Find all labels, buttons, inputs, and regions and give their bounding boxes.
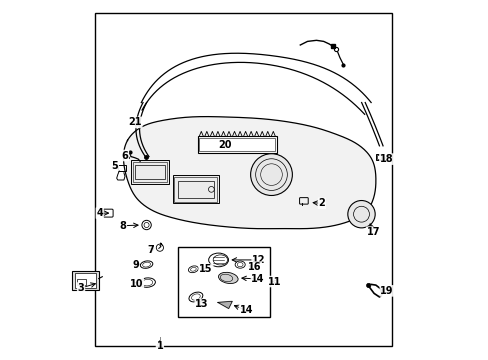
Text: 6: 6: [122, 150, 128, 161]
Text: 12: 12: [252, 255, 265, 265]
Ellipse shape: [218, 272, 238, 284]
Text: 9: 9: [132, 260, 139, 270]
Text: 11: 11: [268, 276, 281, 287]
Text: 10: 10: [129, 279, 143, 289]
Bar: [77, 279, 86, 285]
Bar: [377, 155, 380, 159]
Bar: [172, 175, 219, 203]
Circle shape: [347, 201, 374, 228]
Text: 2: 2: [318, 198, 325, 208]
Bar: [174, 177, 217, 202]
Text: 7: 7: [147, 245, 154, 255]
Bar: [135, 165, 164, 179]
Text: 13: 13: [195, 299, 208, 309]
Text: 14: 14: [239, 305, 252, 315]
Text: 20: 20: [218, 140, 231, 150]
Bar: [178, 181, 213, 198]
Text: 21: 21: [128, 117, 142, 127]
Bar: [72, 271, 99, 290]
Text: 8: 8: [119, 221, 126, 231]
Text: 1: 1: [156, 341, 163, 351]
Polygon shape: [218, 301, 232, 309]
Text: 16: 16: [247, 262, 261, 272]
Text: 14: 14: [251, 274, 264, 284]
Text: 5: 5: [111, 161, 118, 171]
FancyBboxPatch shape: [103, 209, 113, 217]
Circle shape: [250, 154, 292, 195]
Text: 4: 4: [96, 208, 103, 218]
Bar: [199, 138, 275, 151]
Bar: [178, 247, 269, 317]
Text: 18: 18: [379, 154, 393, 164]
Bar: [375, 154, 382, 160]
Bar: [75, 273, 96, 288]
Bar: [131, 160, 168, 184]
Circle shape: [366, 283, 370, 288]
Text: 19: 19: [380, 286, 393, 296]
Bar: [133, 162, 167, 182]
Bar: [197, 136, 276, 153]
Bar: [95, 13, 391, 346]
Text: 15: 15: [199, 264, 212, 274]
Text: 3: 3: [78, 283, 84, 293]
Polygon shape: [123, 117, 375, 229]
Bar: [118, 165, 125, 171]
Text: 17: 17: [366, 227, 379, 237]
